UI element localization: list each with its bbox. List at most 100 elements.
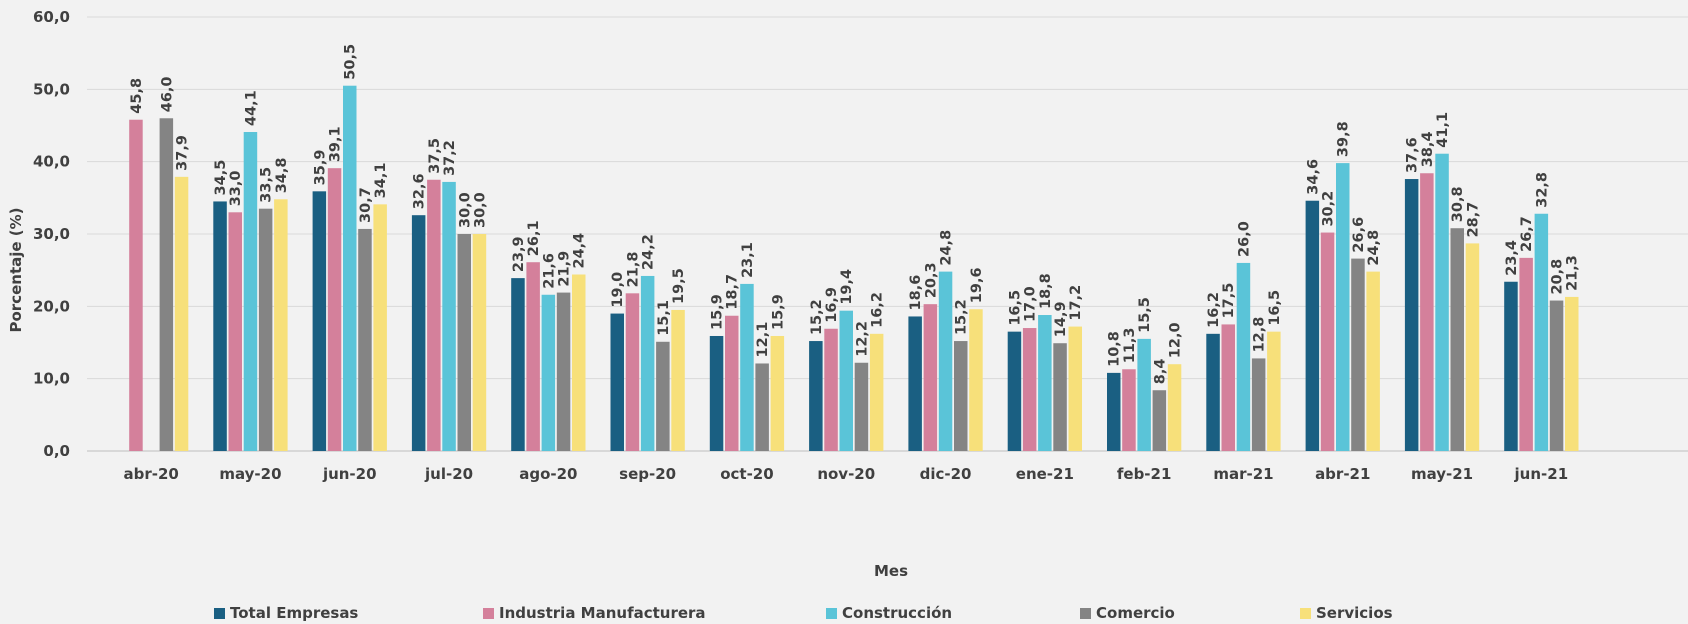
bar bbox=[1435, 153, 1449, 451]
bar bbox=[129, 119, 143, 452]
data-label: 37,9 bbox=[175, 135, 191, 171]
data-label: 26,0 bbox=[1236, 221, 1252, 257]
data-label: 16,9 bbox=[824, 287, 840, 323]
data-label: 46,0 bbox=[159, 76, 175, 112]
bar bbox=[1305, 200, 1320, 451]
data-label: 14,9 bbox=[1053, 301, 1069, 337]
bar bbox=[1320, 232, 1335, 451]
bar bbox=[954, 341, 968, 451]
data-label: 17,2 bbox=[1068, 285, 1084, 321]
bar bbox=[427, 179, 441, 451]
bar bbox=[1236, 262, 1251, 451]
bar bbox=[1152, 390, 1167, 451]
bar bbox=[1420, 173, 1434, 452]
data-label: 12,8 bbox=[1252, 317, 1268, 353]
bar bbox=[228, 212, 242, 451]
x-tick-label: dic-20 bbox=[920, 465, 972, 483]
data-label: 33,5 bbox=[259, 167, 275, 203]
x-tick-label: abr-20 bbox=[123, 465, 178, 483]
bar bbox=[1404, 179, 1419, 451]
bar bbox=[824, 328, 838, 451]
legend-label: Industria Manufacturera bbox=[499, 604, 706, 622]
legend-label: Total Empresas bbox=[230, 604, 359, 622]
data-label: 24,8 bbox=[939, 230, 955, 266]
bar bbox=[725, 315, 739, 451]
x-axis-title: Mes bbox=[874, 562, 908, 580]
data-label: 30,8 bbox=[1450, 186, 1466, 222]
y-tick-label: 60,0 bbox=[33, 8, 70, 26]
legend-swatch bbox=[826, 607, 837, 619]
bar bbox=[1519, 257, 1533, 451]
data-label: 19,6 bbox=[969, 267, 985, 303]
bar bbox=[213, 201, 227, 451]
data-label: 30,7 bbox=[358, 187, 374, 223]
bar bbox=[1221, 324, 1235, 451]
data-label: 12,2 bbox=[854, 321, 870, 357]
data-label: 15,2 bbox=[809, 299, 825, 335]
legend-swatch bbox=[1080, 607, 1091, 619]
bar bbox=[1267, 331, 1281, 451]
x-tick-label: abr-21 bbox=[1315, 465, 1370, 483]
y-tick-label: 40,0 bbox=[33, 153, 70, 171]
legend-item: Servicios bbox=[1300, 604, 1393, 622]
data-label: 16,5 bbox=[1007, 290, 1023, 326]
data-label: 18,8 bbox=[1038, 273, 1054, 309]
x-tick-label: oct-20 bbox=[720, 465, 773, 483]
bar bbox=[1366, 271, 1380, 451]
bar bbox=[442, 181, 456, 452]
bar bbox=[1137, 338, 1151, 451]
bar bbox=[709, 335, 724, 451]
data-label: 35,9 bbox=[312, 150, 328, 186]
x-tick-label: ago-20 bbox=[519, 465, 577, 483]
data-label: 26,1 bbox=[526, 220, 542, 256]
legend: Total Empresas Industria Manufacturera Con… bbox=[0, 604, 1688, 624]
data-label: 20,3 bbox=[923, 262, 939, 298]
data-label: 37,6 bbox=[1405, 137, 1421, 173]
bar bbox=[1549, 300, 1564, 451]
bar bbox=[511, 278, 525, 451]
data-label: 21,9 bbox=[557, 251, 573, 287]
data-label: 21,3 bbox=[1565, 255, 1581, 291]
bar bbox=[243, 132, 258, 451]
legend-label: Comercio bbox=[1096, 604, 1175, 622]
x-tick-label: jun-21 bbox=[1514, 465, 1569, 483]
bar bbox=[1450, 228, 1464, 451]
data-label: 11,3 bbox=[1122, 327, 1138, 363]
x-tick-label: sep-20 bbox=[619, 465, 676, 483]
bar bbox=[1122, 369, 1136, 451]
data-label: 15,9 bbox=[770, 294, 786, 330]
data-label: 44,1 bbox=[243, 90, 259, 126]
x-tick-label: mar-21 bbox=[1213, 465, 1273, 483]
data-label: 26,6 bbox=[1351, 217, 1367, 253]
bar bbox=[1167, 364, 1182, 451]
bar bbox=[1251, 358, 1266, 451]
data-label: 12,0 bbox=[1168, 322, 1184, 358]
data-label: 28,7 bbox=[1465, 202, 1481, 238]
legend-swatch bbox=[483, 607, 494, 619]
data-label: 37,2 bbox=[442, 140, 458, 176]
bar bbox=[640, 275, 655, 451]
bar bbox=[1465, 243, 1480, 451]
bar bbox=[411, 215, 426, 451]
bar bbox=[923, 304, 938, 451]
data-label: 41,1 bbox=[1435, 112, 1451, 148]
bar bbox=[457, 234, 471, 451]
legend-item: Construcción bbox=[826, 604, 952, 622]
x-tick-label: ene-21 bbox=[1016, 465, 1074, 483]
data-label: 32,6 bbox=[412, 173, 428, 209]
data-label: 15,9 bbox=[710, 294, 726, 330]
data-label: 16,5 bbox=[1267, 290, 1283, 326]
data-label: 39,8 bbox=[1336, 121, 1352, 157]
bar bbox=[373, 204, 387, 451]
data-label: 21,8 bbox=[625, 252, 641, 288]
data-label: 19,0 bbox=[610, 272, 626, 308]
y-axis-ticks: 0,0 10,0 20,0 30,0 40,0 50,0 60,0 bbox=[33, 8, 70, 460]
bar bbox=[1022, 328, 1037, 451]
data-label: 26,7 bbox=[1519, 216, 1535, 252]
bar bbox=[1206, 333, 1220, 451]
bar bbox=[839, 310, 853, 451]
x-tick-label: feb-21 bbox=[1117, 465, 1172, 483]
y-tick-label: 50,0 bbox=[33, 80, 70, 98]
y-tick-label: 10,0 bbox=[33, 370, 70, 388]
data-label: 16,2 bbox=[870, 292, 886, 328]
